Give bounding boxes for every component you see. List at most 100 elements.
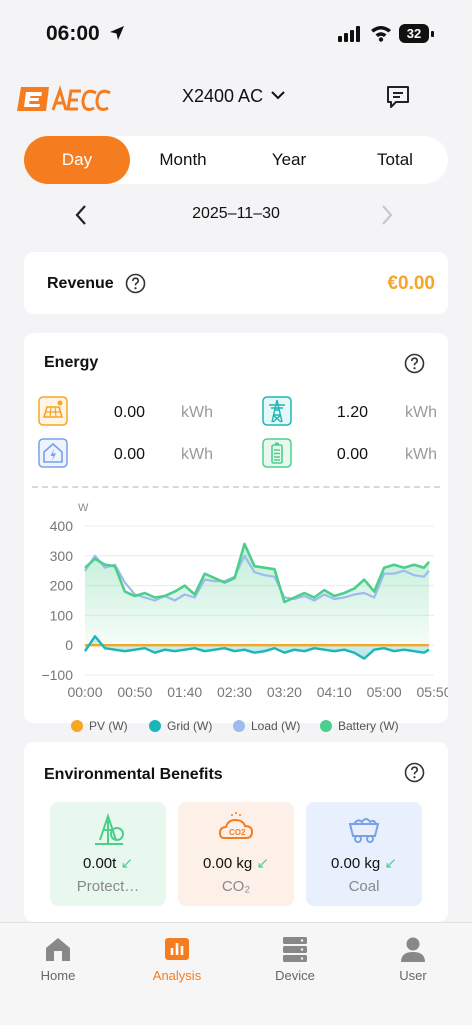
battery-tip [431, 31, 434, 37]
x-tick-label: 03:20 [267, 684, 302, 700]
grid-energy-unit: kWh [405, 404, 437, 421]
revenue-value: €0.00 [387, 273, 435, 294]
benefit-value: 0.00 kg ↙ [331, 855, 397, 872]
legend-dot [320, 720, 332, 732]
battery-line [84, 542, 430, 604]
benefit-coal[interactable]: 0.00 kg ↙ Coal [306, 802, 422, 906]
solar-energy-unit: kWh [181, 404, 213, 421]
grid-tower-icon [262, 396, 292, 426]
coal-cart-icon [348, 818, 380, 843]
solar-energy-value: 0.00 [113, 404, 145, 421]
legend-item-battery[interactable]: Battery (W) [320, 719, 399, 733]
grid-area [85, 636, 430, 659]
y-tick-label: −100 [41, 667, 73, 683]
y-tick-label: 400 [50, 518, 74, 534]
date-navigator: 2025–11–30 [0, 200, 472, 230]
help-icon[interactable] [404, 762, 425, 783]
battery-level: 32 [399, 24, 429, 43]
x-tick-label: 02:30 [217, 684, 252, 700]
nav-home-label: Home [40, 968, 76, 983]
load-line [84, 554, 430, 602]
nav-device[interactable]: Device [255, 931, 335, 983]
legend-dot [233, 720, 245, 732]
selected-date[interactable]: 2025–11–30 [192, 205, 280, 222]
x-tick-label: 00:00 [67, 684, 102, 700]
grid-energy-value: 1.20 [336, 404, 368, 421]
x-tick-label: 00:50 [117, 684, 152, 700]
help-icon[interactable] [404, 353, 425, 374]
tab-year[interactable]: Year [271, 150, 307, 169]
tab-total[interactable]: Total [377, 150, 413, 169]
y-axis-unit: W [78, 502, 89, 514]
nav-home[interactable]: Home [18, 931, 98, 983]
home-power-icon [38, 438, 68, 468]
status-bar: 06:00 32 [0, 0, 472, 64]
tab-day[interactable]: Day [24, 136, 130, 184]
user-icon [401, 937, 425, 962]
legend-dot [71, 720, 83, 732]
cellular-signal-icon [338, 26, 360, 42]
battery-energy-value: 0.00 [336, 446, 368, 463]
nav-user-label: User [399, 968, 427, 983]
grid-line-series [84, 635, 430, 660]
energy-card: Energy 0.00 kWh 1.20 kWh 0.00 kWh 0.00 k… [24, 333, 448, 723]
chevron-right-icon[interactable] [380, 204, 394, 226]
y-tick-label: 100 [50, 607, 74, 623]
analysis-icon [165, 938, 189, 960]
battery-area [85, 543, 430, 646]
co2-cloud-icon: CO2 [218, 812, 254, 839]
benefit-label: Protect… [76, 878, 140, 895]
y-tick-label: 200 [50, 578, 74, 594]
message-icon[interactable] [385, 84, 411, 110]
help-icon[interactable] [125, 273, 146, 294]
aecc-logo [17, 85, 111, 111]
legend-item-load[interactable]: Load (W) [233, 719, 300, 733]
legend-label: PV (W) [89, 719, 128, 733]
location-arrow-icon [110, 26, 124, 40]
nav-analysis[interactable]: Analysis [137, 931, 217, 983]
home-icon [46, 938, 70, 961]
tab-month[interactable]: Month [159, 150, 207, 169]
benefit-co2[interactable]: CO2 0.00 kg ↙ CO₂ [178, 802, 294, 906]
y-tick-label: 300 [50, 548, 74, 564]
legend-item-pv[interactable]: PV (W) [71, 719, 128, 733]
x-tick-label: 05:50 [416, 684, 448, 700]
benefit-label: Coal [348, 878, 380, 895]
environment-title: Environmental Benefits [44, 766, 223, 783]
solar-panel-icon [38, 396, 68, 426]
benefit-value: 0.00t ↙ [82, 855, 134, 872]
revenue-label: Revenue [47, 275, 114, 292]
benefit-label: CO₂ [221, 878, 251, 895]
legend-item-grid[interactable]: Grid (W) [149, 719, 212, 733]
x-tick-label: 04:10 [317, 684, 352, 700]
chevron-down-icon [271, 91, 285, 100]
bottom-nav: Home Analysis Device User [0, 922, 472, 1025]
status-time: 06:00 [46, 22, 100, 45]
battery-energy-unit: kWh [405, 446, 437, 463]
device-selector[interactable]: X2400 AC [182, 86, 285, 107]
svg-text:CO2: CO2 [229, 828, 246, 837]
home-energy-unit: kWh [181, 446, 213, 463]
device-icon [283, 937, 307, 962]
period-tabs: Day Month Year Total [24, 136, 448, 184]
nav-user[interactable]: User [373, 931, 453, 983]
home-energy-value: 0.00 [113, 446, 145, 463]
nav-device-label: Device [275, 968, 315, 983]
device-name: X2400 AC [182, 86, 264, 106]
divider [32, 486, 440, 488]
tree-icon [95, 812, 124, 845]
revenue-card: Revenue €0.00 [24, 252, 448, 314]
legend-dot [149, 720, 161, 732]
benefit-trees[interactable]: 0.00t ↙ Protect… [50, 802, 166, 906]
y-tick-label: 0 [65, 637, 73, 653]
nav-analysis-label: Analysis [152, 968, 202, 983]
chevron-left-icon[interactable] [74, 204, 88, 226]
wifi-icon [371, 26, 391, 42]
x-tick-label: 05:00 [367, 684, 402, 700]
benefit-value: 0.00 kg ↙ [203, 855, 269, 872]
legend-label: Load (W) [251, 719, 301, 733]
legend-label: Grid (W) [167, 719, 213, 733]
legend-label: Battery (W) [338, 719, 399, 733]
environment-card: Environmental Benefits 0.00t ↙ Protect… … [24, 742, 448, 922]
